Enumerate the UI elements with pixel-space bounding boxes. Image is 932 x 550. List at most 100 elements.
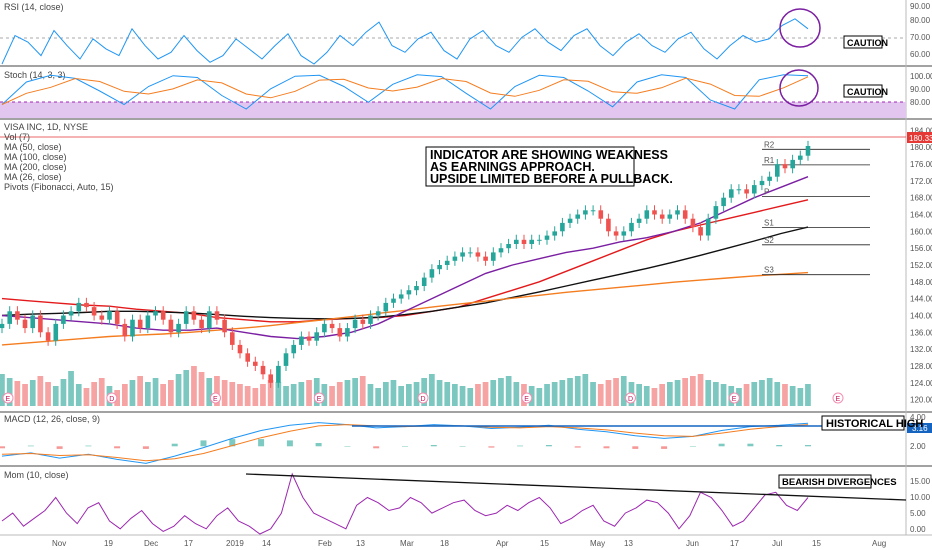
legend-ma100: MA (100, close) [4,152,67,162]
candle-body [729,189,734,198]
candle-body [38,315,43,333]
candle-body [790,159,795,169]
candle-body [667,214,673,219]
mom-tick: 5.00 [910,509,926,518]
volume-bar [60,379,67,406]
volume-bar [45,382,51,406]
volume-bar [597,384,604,406]
candle-body [805,146,811,156]
price-tick: 160.00 [910,227,932,236]
candle-body [314,332,319,341]
volume-bar [321,384,328,406]
momentum-panel: Mom (10, close) 15.00 10.00 5.00 0.00 BE… [1,470,931,535]
price-title: VISA INC, 1D, NYSE [4,122,88,132]
candle-body [299,336,304,345]
candle-body [744,189,749,194]
volume-bar [283,386,289,406]
x-tick: Dec [144,539,158,548]
candle-body [529,239,534,244]
volume-bar [720,384,727,406]
candle-body [636,218,642,223]
candle-body [130,319,135,337]
volume-bar [352,378,358,406]
volume-bar [383,382,389,406]
signal-line [1,424,809,462]
stoch-highlight-circle [779,69,819,107]
price-tick: 124.00 [910,379,932,388]
pivot-label: S1 [764,219,774,228]
candle-body [575,214,580,219]
volume-bar [751,382,758,406]
macd-hist-bar [27,445,34,447]
candle-body [183,311,189,324]
momentum-line [1,472,809,535]
volume-bar [674,380,681,406]
macd-hist-bar [747,443,754,447]
price-tick: 168.00 [910,194,932,203]
macd-hist-bar [142,446,149,449]
earnings-marker-label: D [421,396,426,403]
volume-bar [0,374,5,406]
candle-body [383,302,389,312]
macd-hist-bar [344,446,351,447]
candle-body [468,252,473,254]
macd-histogram [0,439,811,449]
candle-body [398,294,404,299]
pivot-label: R1 [764,156,775,165]
volume-bar [198,372,205,406]
candle-body [22,319,28,329]
volume-bar [206,378,213,406]
rsi-highlight-circle [779,8,821,48]
candle-body [191,311,197,320]
volume-bar [52,386,59,406]
macd-current-value: 3.16 [912,424,928,433]
macd-hist-bar [315,443,322,447]
volume-bar [137,376,143,406]
stoch-panel: Stoch (14, 3, 3) 100.00 90.00 80.00 CAUT… [0,69,932,118]
volume-bar [306,380,312,406]
candle-body [475,252,481,257]
legend-ma200: MA (200, close) [4,162,67,172]
candle-body [583,210,588,215]
main-note-line3: UPSIDE LIMITED BEFORE A PULLBACK. [430,172,673,186]
volume-bar [29,380,36,406]
x-tick: 18 [440,539,449,548]
candle-body [15,311,20,320]
x-tick: Jul [772,539,782,548]
price-tick: 180.00 [910,143,932,152]
macd-note-box [821,415,905,431]
candle-body [352,319,358,329]
mom-tick: 10.00 [910,493,931,502]
volume-bar [551,382,558,406]
mom-legend: Mom (10, close) [4,470,69,480]
volume-bar [252,388,259,406]
candle-body [368,315,373,324]
volume-bar [659,384,665,406]
rsi-line [1,18,809,65]
pivot-label: R2 [764,140,775,149]
macd-hist-bar [574,446,581,448]
volume-bar [68,371,74,406]
volume-bar [375,388,381,406]
macd-hist-bar [805,445,811,447]
candle-body [406,290,412,295]
candle-body [214,311,220,320]
volume-bar [559,380,566,406]
candle-body [429,269,435,278]
rsi-caution-box [843,35,883,49]
volume-bar [459,386,466,406]
macd-note: HISTORICAL HIGH [826,418,923,430]
volume-bar [290,384,297,406]
earnings-marker-label: E [213,396,218,403]
candle-body [253,361,258,366]
macd-hist-bar [517,445,524,447]
x-tick: Mar [400,539,414,548]
mom-note: BEARISH DIVERGENCES [782,477,897,488]
volume-bar [237,384,243,406]
candle-body [652,210,657,215]
candle-body [598,210,604,219]
volume-bar [475,384,481,406]
candle-body [721,197,726,207]
legend-ma50: MA (50, close) [4,142,62,152]
price-tick: 172.00 [910,177,932,186]
